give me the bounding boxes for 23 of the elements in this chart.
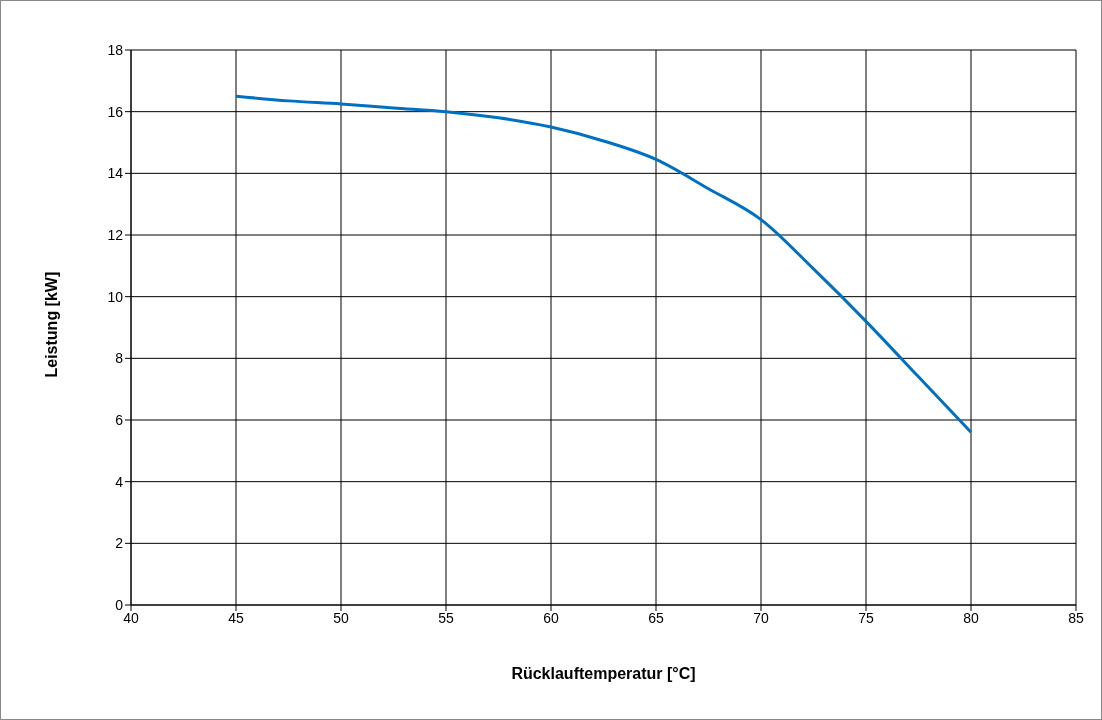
x-tick-label: 70 — [753, 609, 769, 626]
y-tick-label: 10 — [107, 288, 124, 305]
x-tick-label: 40 — [123, 609, 139, 626]
x-axis-title: Rücklauftemperatur [°C] — [511, 665, 696, 682]
y-tick-label: 18 — [107, 41, 124, 58]
y-tick-label: 4 — [115, 473, 124, 490]
x-tick-label: 80 — [963, 609, 979, 626]
x-tick-label: 85 — [1068, 609, 1084, 626]
y-tick-label: 2 — [115, 535, 124, 552]
x-tick-label: 45 — [228, 609, 244, 626]
y-tick-label: 14 — [107, 165, 124, 182]
y-tick-label: 8 — [115, 350, 124, 367]
y-tick-label: 6 — [115, 411, 124, 428]
y-tick-label: 0 — [115, 596, 124, 613]
x-tick-label: 55 — [438, 609, 454, 626]
x-tick-label: 60 — [543, 609, 559, 626]
x-tick-label: 75 — [858, 609, 874, 626]
x-tick-label: 65 — [648, 609, 664, 626]
line-series — [234, 94, 973, 434]
y-tick-label: 16 — [107, 103, 124, 120]
x-tick-label: 50 — [333, 609, 349, 626]
y-axis-title: Leistung [kW] — [42, 271, 60, 378]
y-tick-label: 12 — [107, 226, 124, 243]
